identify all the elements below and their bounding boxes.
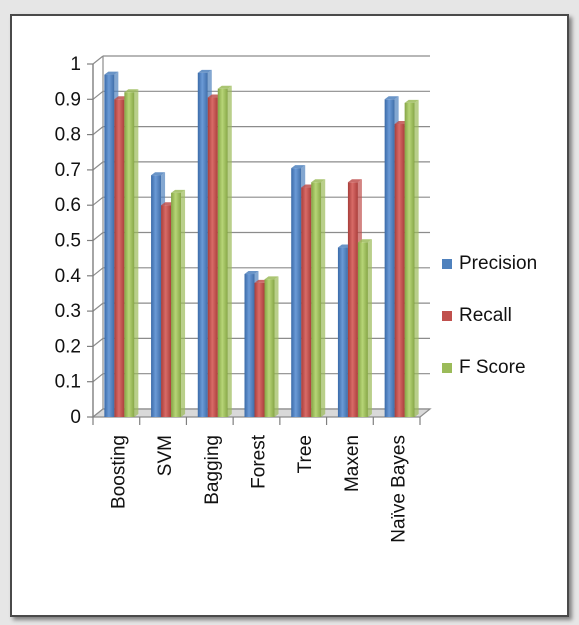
y-tick-label: 0.6 — [55, 195, 81, 216]
x-tick-label: Bagging — [202, 435, 223, 505]
legend: Precision Recall F Score — [442, 253, 537, 378]
legend-label: F Score — [459, 357, 526, 378]
gridline-side — [92, 232, 104, 241]
y-tick-label: 1 — [70, 54, 81, 75]
x-tick-label: Maxen — [342, 435, 363, 492]
y-tick-label: 0.4 — [55, 266, 82, 287]
y-tick-label: 0.7 — [55, 160, 81, 181]
x-tick-label: Forest — [249, 434, 270, 489]
bar — [311, 179, 326, 417]
x-tick-label: SVM — [155, 435, 176, 476]
legend-item: Recall — [442, 305, 512, 326]
gridline-side — [92, 302, 104, 312]
gridline-side — [92, 373, 104, 383]
gridline-side — [92, 196, 104, 206]
x-tick-labels: Boosting SVM Bagging Forest Tree Maxen Naïve B… — [108, 434, 409, 542]
y-tick-label: 0.1 — [55, 372, 81, 393]
y-tick-labels: 0 0.1 0.2 0.3 0.4 0.5 0.6 0.7 0.8 0.9 1 — [55, 54, 82, 428]
x-tick-label: Tree — [295, 435, 316, 473]
gridline-side — [92, 267, 104, 277]
bars — [104, 69, 419, 418]
gridline-side — [92, 161, 104, 171]
legend-swatch — [442, 259, 452, 269]
bar — [404, 99, 419, 417]
y-tick-label: 0.2 — [55, 336, 81, 357]
gridline-side — [92, 55, 104, 65]
y-tick-label: 0 — [70, 407, 81, 428]
gridline-side — [92, 337, 104, 347]
legend-item: Precision — [442, 253, 537, 274]
legend-item: F Score — [442, 357, 526, 378]
bar — [124, 89, 139, 418]
gridline-side — [92, 126, 104, 136]
y-tick-label: 0.8 — [55, 125, 81, 146]
y-tick-label: 0.3 — [55, 301, 81, 322]
legend-label: Precision — [459, 253, 537, 274]
bar — [357, 239, 372, 417]
legend-label: Recall — [459, 305, 512, 326]
x-tick-label: Boosting — [108, 435, 129, 509]
bar — [217, 85, 232, 418]
gridline-side — [92, 90, 104, 100]
y-tick-label: 0.5 — [55, 231, 81, 252]
bar — [264, 276, 279, 417]
legend-swatch — [442, 363, 452, 373]
legend-swatch — [442, 311, 452, 321]
x-tick-label: Naïve Bayes — [389, 435, 410, 543]
bar — [171, 189, 186, 417]
y-tick-label: 0.9 — [55, 89, 81, 110]
